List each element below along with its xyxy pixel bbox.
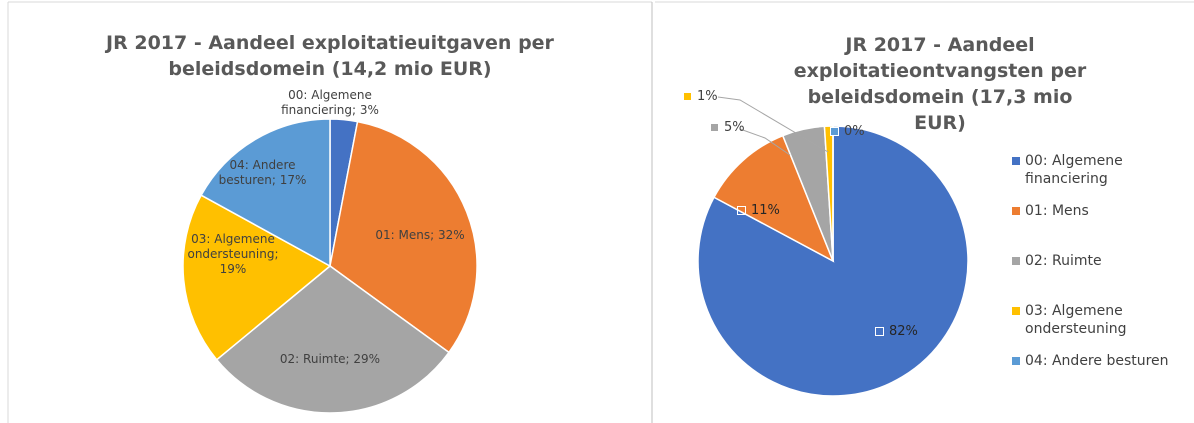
data-label: 82% xyxy=(875,324,918,339)
label-text: 82% xyxy=(889,324,918,339)
label-marker xyxy=(737,206,746,215)
label-text: 11% xyxy=(751,203,780,218)
data-label: 01: Mens; 32% xyxy=(375,228,465,242)
pie-slice xyxy=(215,265,450,414)
leader-line xyxy=(717,96,829,153)
chart-title: JR 2017 - Aandeel exploitatieuitgaven pe… xyxy=(106,32,554,80)
data-label: 00: Algemene financiering; 3% xyxy=(281,88,379,117)
legend-label: 00: Algemene financiering xyxy=(1025,153,1123,187)
label-marker xyxy=(875,327,884,336)
legend-label: 02: Ruimte xyxy=(1025,253,1102,269)
data-label: 1% xyxy=(683,89,718,104)
legend-swatch xyxy=(1012,357,1020,365)
data-label: 04: Andere besturen; 17% xyxy=(218,158,307,187)
legend-label: 03: Algemene ondersteuning xyxy=(1025,303,1127,337)
label-marker xyxy=(683,92,692,101)
label-text: 1% xyxy=(697,89,718,104)
label-text: 0% xyxy=(844,124,865,139)
legend-swatch xyxy=(1012,207,1020,215)
data-label: 11% xyxy=(737,203,780,218)
legend-entry: 04: Andere besturen xyxy=(1012,352,1190,370)
label-marker xyxy=(830,127,839,136)
legend-swatch xyxy=(1012,257,1020,265)
pie-slice xyxy=(329,120,478,354)
pie-slice xyxy=(182,194,332,361)
leader-line xyxy=(739,128,791,156)
data-label: 02: Ruimte; 29% xyxy=(279,352,381,366)
legend-entry: 01: Mens xyxy=(1012,202,1190,220)
legend-entry: 00: Algemene financiering xyxy=(1012,152,1190,188)
legend-swatch xyxy=(1012,157,1020,165)
pie-slice xyxy=(712,134,835,263)
legend-label: 04: Andere besturen xyxy=(1025,353,1169,369)
pie-slice xyxy=(200,118,331,268)
label-text: 5% xyxy=(724,120,745,135)
data-label: 5% xyxy=(710,120,745,135)
data-label: 03: Algemene ondersteuning; 19% xyxy=(187,232,279,276)
legend-swatch xyxy=(1012,307,1020,315)
chart-title: JR 2017 - Aandeel exploitatieontvangsten… xyxy=(793,34,1087,134)
label-marker xyxy=(710,123,719,132)
data-label: 0% xyxy=(830,124,865,139)
legend-entry: 03: Algemene ondersteuning xyxy=(1012,302,1190,338)
legend-entry: 02: Ruimte xyxy=(1012,252,1190,270)
legend-label: 01: Mens xyxy=(1025,203,1089,219)
